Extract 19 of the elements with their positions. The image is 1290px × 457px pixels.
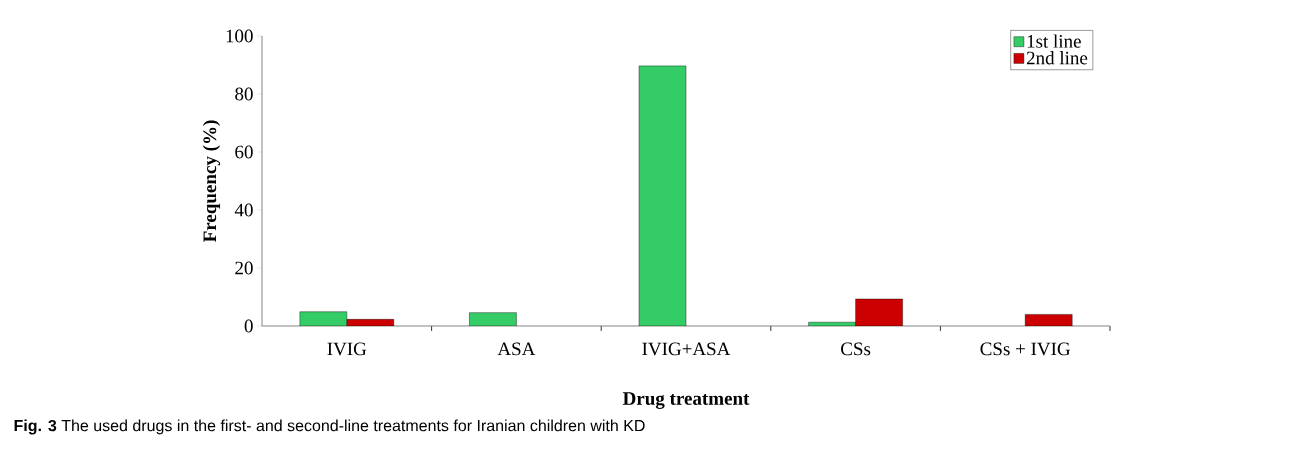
y-tick-label: 60: [235, 145, 253, 159]
y-tick-label: 40: [234, 203, 253, 217]
x-tick-label: IVIG: [327, 342, 367, 356]
x-tick-label: CSs: [841, 342, 871, 356]
y-tick-label: 20: [235, 261, 253, 275]
y-tick-label: 100: [226, 29, 253, 43]
x-tick-label: ASA: [497, 342, 536, 356]
text: Fig. 3 The used drugs in the first- and second-line treatments for Iranian children with KD: [14, 419, 645, 435]
bar: [638, 65, 687, 326]
y-tick-label: 80: [235, 87, 253, 101]
x-axis-title: Drug treatment: [622, 392, 750, 409]
legend-label: 1st line: [1027, 34, 1081, 48]
x-tick-label: CSs + IVIG: [980, 342, 1071, 356]
legend-label: 2nd line: [1026, 51, 1088, 65]
bar: [469, 312, 517, 326]
x-tick-label: IVIG+ASA: [642, 342, 731, 356]
y-tick-label: 0: [244, 319, 253, 333]
bar: [1025, 314, 1073, 326]
y-axis-title: Frequency (%): [202, 120, 221, 242]
